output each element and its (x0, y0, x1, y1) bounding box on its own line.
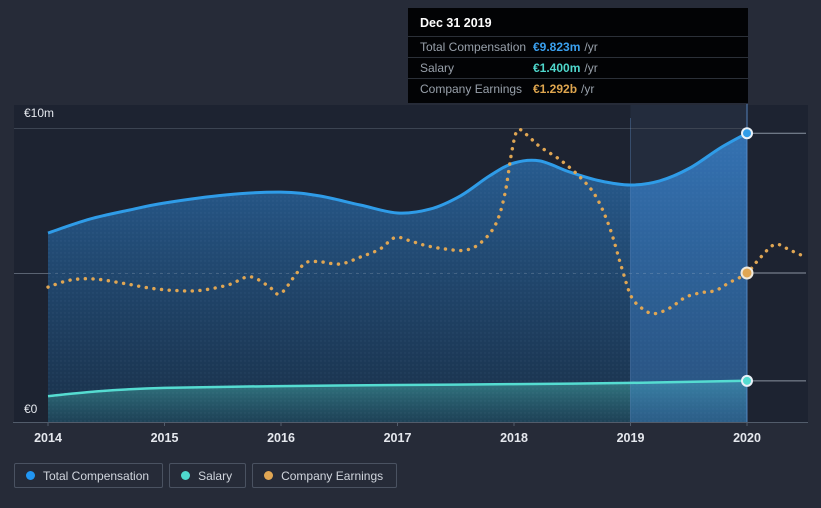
x-tick-label-2014: 2014 (34, 431, 62, 445)
y-axis-label-10m: €10m (24, 106, 55, 120)
tooltip-value: €9.823m (533, 40, 581, 54)
tooltip-label: Total Compensation (420, 40, 527, 54)
legend-item-company-earnings[interactable]: Company Earnings (252, 463, 398, 488)
tooltip-unit: /yr (584, 40, 598, 54)
tooltip-label: Salary (420, 61, 455, 75)
total-compensation-dot-icon (26, 471, 35, 480)
legend-item-total-compensation[interactable]: Total Compensation (14, 463, 164, 488)
x-tick-label-2016: 2016 (267, 431, 295, 445)
tooltip-unit: /yr (584, 61, 598, 75)
x-tick-label-2020: 2020 (733, 431, 761, 445)
tooltip-label: Company Earnings (420, 82, 523, 96)
tooltip-row-salary: Salary €1.400m /yr (408, 57, 748, 78)
total-compensation-line (47, 131, 748, 235)
salary-dot-icon (181, 471, 191, 480)
legend-label: Salary (198, 468, 233, 483)
axis-ticks (47, 422, 748, 426)
x-tick-label-2017: 2017 (383, 431, 412, 445)
tooltip-row-total-compensation: Total Compensation €9.823m /yr (408, 36, 748, 57)
tooltip-row-company-earnings: Company Earnings €1.292b /yr (408, 78, 748, 99)
gridlines (13, 128, 808, 423)
chart-legend: Total Compensation Salary Company Earnin… (14, 463, 398, 488)
company-earnings-dot-icon (264, 471, 274, 480)
x-tick-label-2015: 2015 (150, 431, 179, 445)
legend-label: Company Earnings (281, 468, 384, 483)
salary-line (47, 379, 748, 398)
legend-label: Total Compensation (43, 468, 150, 483)
highlight-band (630, 105, 747, 422)
crosshair-value-lines (750, 132, 806, 382)
legend-item-salary[interactable]: Salary (169, 463, 247, 488)
x-tick-label-2019: 2019 (616, 431, 645, 445)
hover-tooltip: Dec 31 2019 Total Compensation €9.823m /… (408, 8, 748, 103)
y-axis-label-0: €0 (24, 402, 38, 416)
tooltip-value: €1.292b (533, 82, 578, 96)
tooltip-date: Dec 31 2019 (420, 16, 492, 30)
salary-marker (741, 374, 753, 387)
x-tick-label-2018: 2018 (500, 431, 528, 445)
tooltip-value: €1.400m (533, 61, 581, 75)
total-compensation-marker (741, 127, 753, 140)
company-earnings-marker (740, 266, 754, 280)
company-earnings-line (46, 127, 805, 316)
tooltip-unit: /yr (581, 82, 595, 96)
